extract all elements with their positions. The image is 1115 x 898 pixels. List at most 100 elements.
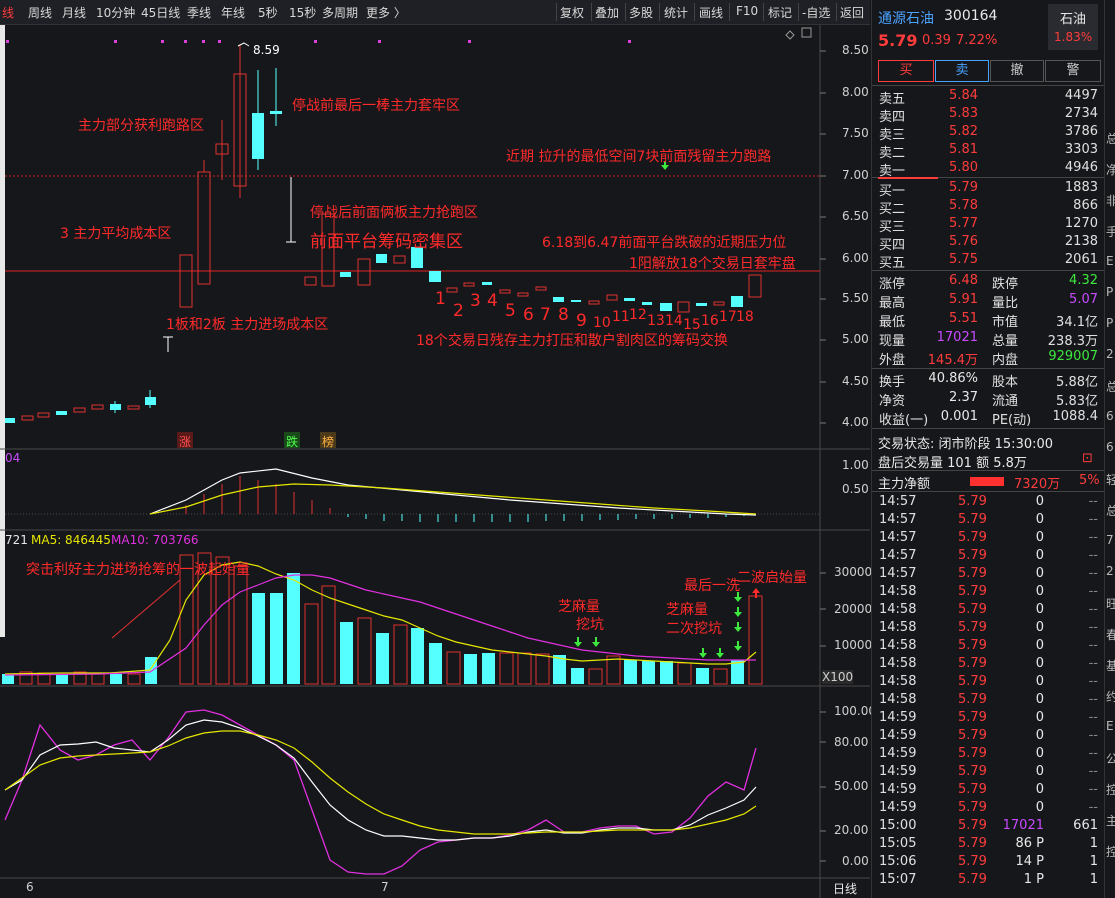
sell-button[interactable]: 卖 [935, 60, 989, 82]
tick-price: 5.79 [958, 692, 987, 707]
after-hours-volume: 盘后交易量 101 额 5.8万 [878, 456, 1027, 471]
tick-volume: 0 [1035, 584, 1044, 599]
annotation: 二次挖坑 [666, 621, 722, 637]
edge-char: 主 [1106, 812, 1115, 829]
alert-button[interactable]: 警 [1045, 60, 1101, 82]
day-number: 18 [736, 309, 754, 325]
tick-volume: 17021 [1002, 818, 1044, 833]
kline-chart-area[interactable]: 8.50 8.00 7.50 7.00 6.50 6.00 5.50 5.00 … [0, 25, 876, 898]
order-level-sell1: 卖一 5.80 4946 [879, 160, 1098, 179]
tick-price: 5.79 [958, 674, 987, 689]
tick-price: 5.79 [958, 638, 987, 653]
tick-time: 14:58 [879, 638, 917, 653]
tick-price: 5.79 [958, 728, 987, 743]
tick-row: 14:59 5.79 0 -- [872, 710, 1104, 728]
tick-row: 14:58 5.79 0 -- [872, 584, 1104, 602]
tick-row: 14:57 5.79 0 -- [872, 494, 1104, 512]
tick-time: 14:58 [879, 584, 917, 599]
period-toolbar: 线 周线 月线 10分钟 45日线 季线 年线 5秒 15秒 多周期 更多 〉 … [0, 0, 870, 25]
annotation: 6.18到6.47前面平台跌破的近期压力位 [542, 235, 787, 251]
period-label[interactable]: 日线 [833, 882, 858, 896]
tick-row: 14:59 5.79 0 -- [872, 746, 1104, 764]
tab-10min[interactable]: 10分钟 [96, 6, 136, 20]
tab-more[interactable]: 更多 〉 [366, 6, 406, 20]
day-number: 5 [505, 301, 516, 321]
order-level-buy3: 买三 5.77 1270 [879, 216, 1098, 235]
kdj-tick: 80.00 [834, 735, 869, 749]
tab-day[interactable]: 线 [2, 6, 15, 20]
edge-char: 公 [1106, 750, 1115, 767]
tick-time: 14:57 [879, 512, 917, 527]
tab-45day[interactable]: 45日线 [141, 6, 181, 20]
tag-rank[interactable]: 榜 [322, 435, 335, 449]
tick-row: 15:05 5.79 86 P 1 [872, 836, 1104, 854]
tick-row: 14:57 5.79 0 -- [872, 566, 1104, 584]
annotation: 停战后前面俩板主力抢跑区 [310, 205, 478, 221]
sector-box[interactable]: 石油 1.83% [1048, 4, 1098, 50]
order-level-buy1: 买一 5.79 1883 [879, 180, 1098, 199]
tick-price: 5.79 [958, 584, 987, 599]
edge-char: E [1106, 719, 1114, 733]
order-level-sell2: 卖二 5.81 3303 [879, 142, 1098, 161]
tick-price: 5.79 [958, 782, 987, 797]
buy-button[interactable]: 买 [878, 60, 934, 82]
edge-char: 控 [1106, 781, 1115, 798]
tick-price: 5.79 [958, 872, 987, 887]
mark-button[interactable]: 标记 [768, 6, 793, 20]
draw-button[interactable]: 画线 [699, 6, 724, 20]
main-flow-bar [970, 477, 1004, 486]
tick-count: -- [1088, 782, 1098, 797]
adjust-button[interactable]: 复权 [560, 6, 585, 20]
tab-multiperiod[interactable]: 多周期 [322, 6, 359, 20]
watchlist-button[interactable]: -自选 [802, 6, 831, 20]
edge-char: 6 [1106, 409, 1114, 423]
tab-5sec[interactable]: 5秒 [258, 6, 278, 20]
edge-char: 净 [1106, 161, 1115, 178]
tick-time: 15:06 [879, 854, 917, 869]
tab-month[interactable]: 月线 [62, 6, 87, 20]
tick-price: 5.79 [958, 566, 987, 581]
edge-char: 手 [1106, 223, 1115, 240]
tick-price: 5.79 [958, 620, 987, 635]
tick-count: -- [1088, 530, 1098, 545]
tick-row: 14:57 5.79 0 -- [872, 512, 1104, 530]
annotation: 突击利好主力进场抢筹的一波起始量 [26, 562, 250, 578]
annotation: 芝麻量 [666, 602, 708, 618]
annotation: 近期 拉升的最低空间7块前面残留主力跑路 [506, 149, 772, 165]
volume-tick: 10000 [834, 638, 873, 652]
tick-time: 14:57 [879, 566, 917, 581]
tag-limit-up[interactable]: 涨 [179, 435, 192, 449]
kdj-tick: 100.00 [834, 704, 876, 718]
multi-stock-button[interactable]: 多股 [629, 6, 654, 20]
edge-char: 6 [1106, 440, 1114, 454]
tick-price: 5.79 [958, 512, 987, 527]
cancel-order-button[interactable]: 撤 [990, 60, 1044, 82]
edge-char: 总 [1106, 378, 1115, 395]
day-number: 6 [523, 305, 534, 325]
back-button[interactable]: 返回 [840, 6, 865, 20]
f10-button[interactable]: F10 [736, 4, 759, 18]
toolbar-divider [763, 3, 764, 21]
tick-time: 14:58 [879, 620, 917, 635]
volume-tick: 30000 [834, 565, 873, 579]
tab-year[interactable]: 年线 [221, 6, 246, 20]
tag-limit-down[interactable]: 跌 [286, 435, 299, 449]
tick-price: 5.79 [958, 548, 987, 563]
tick-row: 14:59 5.79 0 -- [872, 800, 1104, 818]
tab-15sec[interactable]: 15秒 [289, 6, 317, 20]
price-tick: 4.50 [842, 374, 869, 388]
tab-week[interactable]: 周线 [28, 6, 53, 20]
tick-time: 14:58 [879, 602, 917, 617]
tab-season[interactable]: 季线 [187, 6, 212, 20]
price-tick: 7.00 [842, 168, 869, 182]
price-tick: 4.00 [842, 415, 869, 429]
overlay-button[interactable]: 叠加 [595, 6, 620, 20]
expand-icon[interactable]: ⊡ [1082, 451, 1093, 466]
tick-count: -- [1088, 656, 1098, 671]
day-number: 7 [540, 305, 551, 325]
stats-button[interactable]: 统计 [664, 6, 689, 20]
tick-row: 15:07 5.79 1 P 1 [872, 872, 1104, 890]
toolbar-divider [798, 3, 799, 21]
tick-count: -- [1088, 728, 1098, 743]
tick-volume: 0 [1035, 548, 1044, 563]
